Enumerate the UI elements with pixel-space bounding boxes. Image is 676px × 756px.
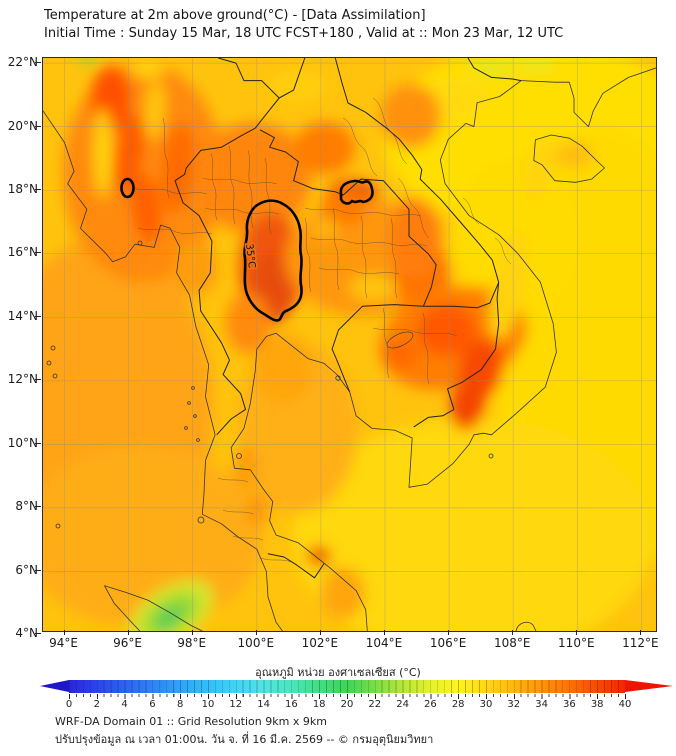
- colorbar-tick-label: 6: [149, 699, 156, 710]
- lon-tick-mark: [63, 630, 65, 635]
- temperature-field: [43, 58, 656, 631]
- colorbar-tick-label: 18: [312, 699, 326, 710]
- lon-tick-label: 110°E: [558, 636, 595, 650]
- colorbar-under-arrow: [40, 680, 69, 692]
- colorbar-tick-label: 8: [177, 699, 184, 710]
- lon-tick-label: 104°E: [365, 636, 403, 650]
- lat-tick-mark: [35, 188, 41, 190]
- colorbar-tick-label: 14: [257, 699, 270, 710]
- lat-tick-label: 12°N: [7, 372, 38, 387]
- lon-tick-label: 98°E: [177, 636, 207, 650]
- page-title: Temperature at 2m above ground(°C) - [Da…: [44, 8, 426, 23]
- colorbar: [40, 680, 673, 693]
- colorbar-tick-label: 16: [285, 699, 298, 710]
- map-plot-area: 35°C: [42, 57, 657, 632]
- colorbar-tick-label: 0: [65, 699, 73, 710]
- lat-tick-label: 8°N: [15, 499, 38, 514]
- lat-tick-mark: [35, 315, 41, 317]
- lat-tick-label: 14°N: [7, 308, 38, 323]
- page-subtitle: Initial Time : Sunday 15 Mar, 18 UTC FCS…: [44, 26, 564, 41]
- lon-tick-mark: [640, 630, 642, 635]
- lat-tick-mark: [35, 379, 41, 381]
- lon-tick-mark: [191, 630, 193, 635]
- lat-tick-label: 16°N: [7, 245, 38, 260]
- province-borders: [132, 97, 512, 563]
- colorbar-tick-label: 4: [121, 699, 128, 710]
- colorbar-over-arrow: [625, 680, 673, 692]
- temperature-map-svg: 35°C: [43, 58, 656, 631]
- lat-tick-mark: [35, 252, 41, 254]
- colorbar-title: อุณหภูมิ หน่วย องศาเซลเซียส (°C): [255, 666, 421, 679]
- country-borders: [174, 58, 522, 579]
- lat-tick-label: 6°N: [15, 562, 38, 577]
- contour-value-label: 35°C: [243, 243, 257, 269]
- lat-tick-label: 22°N: [7, 55, 38, 70]
- update-info-line: ปรับปรุงข้อมูล ณ เวลา 01:00น. วัน จ. ที่…: [55, 733, 434, 746]
- lat-tick-label: 20°N: [7, 118, 38, 133]
- colorbar-tick-label: 32: [507, 699, 521, 710]
- lon-tick-label: 102°E: [301, 636, 339, 650]
- colorbar-major-ticks: [69, 694, 627, 699]
- lon-tick-label: 94°E: [49, 636, 78, 650]
- colorbar-cell-separators: [69, 680, 625, 693]
- colorbar-tick-label: 24: [396, 699, 409, 710]
- coastlines: [43, 67, 656, 631]
- lat-tick-mark: [35, 62, 41, 64]
- lon-tick-mark: [512, 630, 514, 635]
- colorbar-tick-label: 30: [479, 699, 493, 710]
- lat-tick-mark: [35, 633, 41, 635]
- lon-tick-label: 112°E: [622, 636, 659, 650]
- colorbar-tick-label: 20: [340, 699, 354, 710]
- colorbar-tick-label: 34: [535, 699, 548, 710]
- lat-tick-mark: [35, 506, 41, 508]
- lon-tick-mark: [576, 630, 578, 635]
- lat-tick-mark: [35, 569, 41, 571]
- colorbar-tick-label: 26: [424, 699, 437, 710]
- colorbar-tick-label: 36: [563, 699, 576, 710]
- model-info-line: WRF-DA Domain 01 :: Grid Resolution 9km …: [55, 715, 327, 728]
- colorbar-tick-label: 28: [451, 699, 465, 710]
- colorbar-tick-label: 38: [590, 699, 604, 710]
- lon-tick-label: 108°E: [493, 636, 531, 650]
- lon-tick-label: 100°E: [237, 636, 275, 650]
- lat-tick-label: 18°N: [7, 181, 38, 196]
- colorbar-tick-label: 22: [368, 699, 382, 710]
- lon-tick-mark: [319, 630, 321, 635]
- colorbar-gradient-bar: [69, 680, 625, 693]
- colorbar-tick-label: 12: [229, 699, 243, 710]
- colorbar-tick-label: 40: [618, 699, 632, 710]
- colorbar-tick-label: 10: [201, 699, 215, 710]
- colorbar-tick-label: 2: [93, 699, 100, 710]
- contour-35c: [120, 177, 374, 322]
- lon-tick-label: 96°E: [113, 636, 143, 650]
- lat-tick-label: 4°N: [15, 626, 38, 641]
- lon-tick-mark: [127, 630, 129, 635]
- lon-tick-mark: [384, 630, 385, 635]
- lat-tick-mark: [35, 442, 41, 444]
- lon-tick-mark: [255, 630, 257, 635]
- lon-tick-label: 106°E: [429, 636, 467, 650]
- lat-tick-label: 10°N: [7, 435, 38, 450]
- lat-tick-mark: [35, 125, 41, 127]
- grid-lines: [43, 58, 656, 631]
- lon-tick-mark: [448, 630, 450, 635]
